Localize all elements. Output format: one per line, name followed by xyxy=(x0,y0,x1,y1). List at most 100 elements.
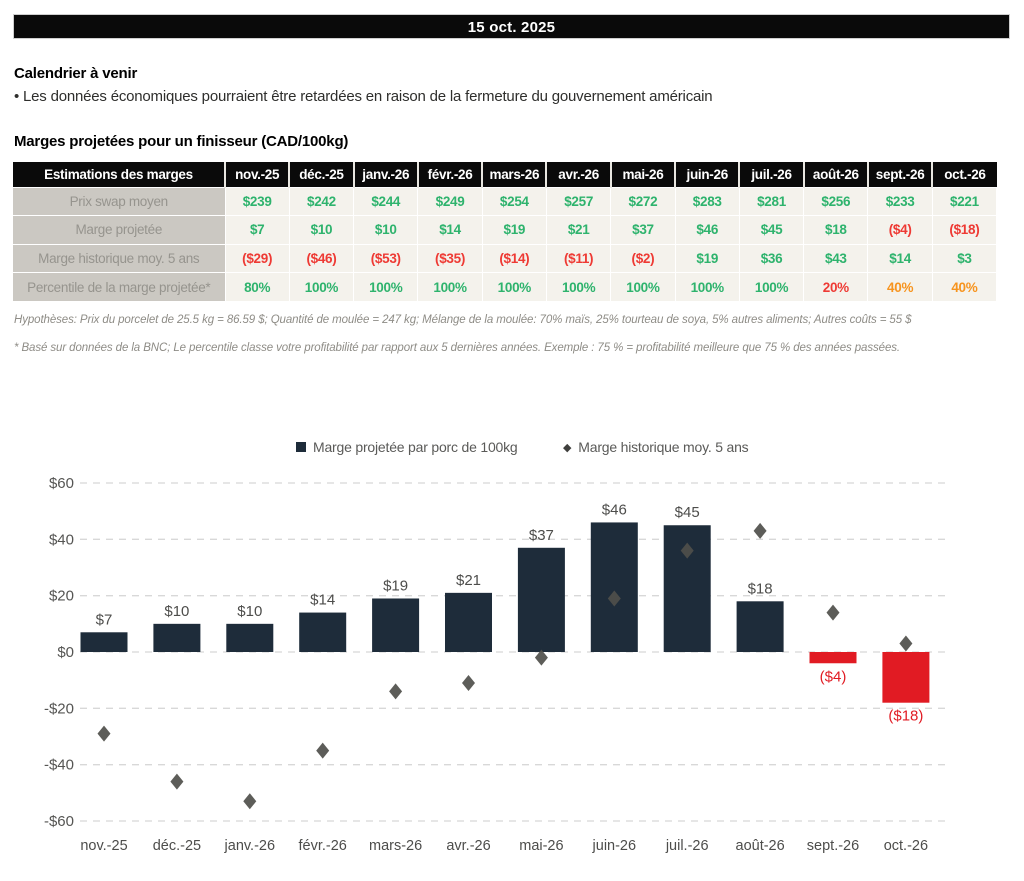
bar-value-label: $45 xyxy=(675,504,700,521)
col-header-month: févr.-26 xyxy=(417,162,484,187)
value-cell: $233 xyxy=(867,186,933,216)
value-cell: $45 xyxy=(739,215,805,244)
value-cell: 100% xyxy=(610,272,676,301)
value-cell: $18 xyxy=(803,215,869,244)
value-cell: $283 xyxy=(675,186,740,216)
col-header-month: juil.-26 xyxy=(739,162,805,187)
x-axis-label: janv.-26 xyxy=(224,838,276,854)
historic-margin-diamond xyxy=(316,742,330,759)
report-date: 15 oct. 2025 xyxy=(467,19,556,36)
value-cell: $14 xyxy=(417,215,483,244)
bar-legend-swatch-icon xyxy=(296,442,306,452)
bar-value-label: $10 xyxy=(237,603,262,620)
value-cell: 20% xyxy=(803,272,869,301)
x-axis-label: juin-26 xyxy=(592,838,637,854)
bar-value-label: $18 xyxy=(748,580,773,597)
bar-value-label: $7 xyxy=(96,611,113,628)
value-cell: $239 xyxy=(225,186,290,216)
value-cell: 100% xyxy=(675,272,740,301)
y-tick-label: $40 xyxy=(49,531,74,548)
date-banner: 15 oct. 2025 xyxy=(13,14,1010,39)
legend-bar-label: Marge projetée par porc de 100kg xyxy=(313,439,518,455)
x-axis-label: oct.-26 xyxy=(884,838,928,854)
col-header-month: janv.-26 xyxy=(353,162,419,187)
row-label: Prix swap moyen xyxy=(13,186,226,216)
margin-bar xyxy=(226,623,274,652)
x-axis-label: févr.-26 xyxy=(299,838,347,854)
bar-value-label: $10 xyxy=(164,603,189,620)
col-header-month: août-26 xyxy=(803,162,869,187)
value-cell: 80% xyxy=(225,272,290,301)
margin-bar xyxy=(80,632,128,652)
margin-bar xyxy=(809,652,857,664)
bar-value-label: $19 xyxy=(383,577,408,594)
value-cell: 100% xyxy=(417,272,483,301)
margin-bar xyxy=(445,592,492,652)
y-tick-label: $0 xyxy=(57,644,74,661)
bar-value-label: ($18) xyxy=(888,708,923,725)
hypotheses-note: Hypothèses: Prix du porcelet de 25.5 kg … xyxy=(14,314,912,326)
bar-value-label: $21 xyxy=(456,572,481,589)
value-cell: $254 xyxy=(482,186,547,216)
value-cell: 100% xyxy=(739,272,805,301)
legend-diamond-series: ◆ Marge historique moy. 5 ans xyxy=(563,439,749,455)
value-cell: $256 xyxy=(803,186,869,216)
historic-margin-diamond xyxy=(243,793,257,810)
y-tick-label: -$20 xyxy=(44,700,74,717)
margin-bar xyxy=(590,522,638,652)
x-axis-label: mai-26 xyxy=(519,838,563,854)
col-header-month: sept.-26 xyxy=(867,162,934,187)
legend-bar-series: Marge projetée par porc de 100kg xyxy=(296,439,518,455)
value-cell: ($18) xyxy=(932,215,998,244)
bar-value-label: $14 xyxy=(310,592,335,609)
row-label: Marge projetée xyxy=(13,215,226,244)
table-body: Prix swap moyen $239 $242 $244 $249 $254 $257 $… xyxy=(13,186,998,301)
value-cell: $10 xyxy=(289,215,355,244)
value-cell: $3 xyxy=(932,243,998,273)
table-title: Marges projetées pour un finisseur (CAD/… xyxy=(14,133,349,150)
historic-margin-diamond xyxy=(462,674,475,691)
col-header-month: oct.-26 xyxy=(932,162,997,187)
value-cell: $221 xyxy=(932,186,998,216)
historic-margin-diamond xyxy=(607,590,621,607)
margins-table: Estimations des marges nov.-25 déc.-25 janv… xyxy=(13,162,998,301)
value-cell: ($29) xyxy=(225,243,290,273)
margins-bar-chart: $60 $40 $20 $0 -$20 -$40 -$60 $7 $10 $10 $14 $19 $21… xyxy=(44,475,948,854)
x-axis-label: sept.-26 xyxy=(807,838,859,854)
x-axis-label: août-26 xyxy=(736,838,785,854)
bar-value-label: $46 xyxy=(602,501,627,518)
margin-bar xyxy=(372,598,420,652)
col-header-month: nov.-25 xyxy=(225,162,291,187)
value-cell: 100% xyxy=(546,272,612,301)
x-axis-label: mars-26 xyxy=(369,838,422,854)
legend-diamond-label: Marge historique moy. 5 ans xyxy=(578,439,749,455)
row-label: Marge historique moy. 5 ans xyxy=(13,243,226,273)
historic-margin-diamond xyxy=(899,635,913,652)
value-cell: $19 xyxy=(675,243,740,273)
value-cell: ($46) xyxy=(289,243,355,273)
value-cell: 100% xyxy=(353,272,419,301)
value-cell: ($14) xyxy=(482,243,547,273)
margin-bar xyxy=(517,547,565,652)
value-cell: $244 xyxy=(353,186,419,216)
historic-margin-diamond xyxy=(826,604,840,621)
value-cell: $46 xyxy=(675,215,740,244)
value-cell: $36 xyxy=(739,243,805,273)
value-cell: $242 xyxy=(289,186,355,216)
value-cell: $37 xyxy=(610,215,676,244)
x-axis-label: nov.-25 xyxy=(80,838,127,854)
y-tick-label: $20 xyxy=(49,588,74,605)
historic-margin-diamond xyxy=(680,542,694,559)
col-header-month: avr.-26 xyxy=(546,162,612,187)
value-cell: $281 xyxy=(739,186,805,216)
value-cell: $21 xyxy=(546,215,612,244)
value-cell: 100% xyxy=(482,272,547,301)
x-axis-label: déc.-25 xyxy=(153,838,201,854)
value-cell: $7 xyxy=(225,215,290,244)
margin-bar xyxy=(299,612,347,652)
calendar-bullet: • Les données économiques pourraient êtr… xyxy=(14,88,713,105)
col-header-label: Estimations des marges xyxy=(13,162,226,187)
margin-bar xyxy=(882,652,930,703)
value-cell: $19 xyxy=(482,215,547,244)
value-cell: $10 xyxy=(353,215,419,244)
